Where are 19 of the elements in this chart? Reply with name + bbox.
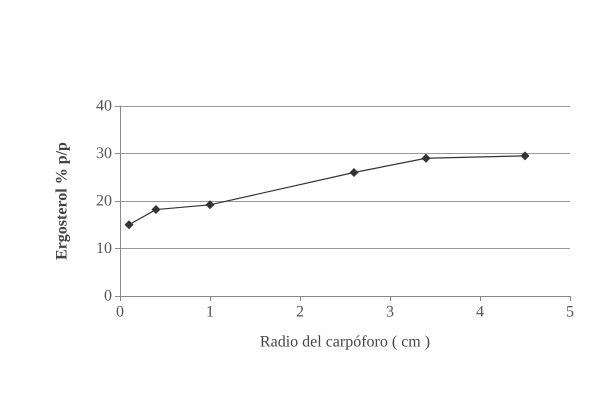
x-tick-label: 1 — [206, 304, 214, 320]
y-tick-label: 10 — [96, 240, 112, 257]
y-tick-label: 0 — [104, 288, 112, 304]
point — [350, 168, 358, 177]
point — [422, 154, 430, 163]
point — [152, 205, 160, 214]
x-tick-label: 5 — [566, 304, 574, 320]
x-tick-label: 0 — [116, 304, 124, 320]
x-axis-title: Radio del carpóforo ( cm ) — [260, 334, 430, 350]
x-tick-label: 2 — [296, 304, 304, 320]
point — [520, 151, 530, 160]
y-tick-label: 20 — [96, 192, 112, 210]
point — [124, 220, 134, 230]
x-tick-label: 3 — [386, 304, 394, 320]
y-axis-title: Ergosterol % p/p — [54, 142, 70, 260]
y-tick-label: 40 — [96, 98, 112, 114]
x-tick-label: 4 — [476, 304, 484, 320]
point — [206, 200, 214, 210]
y-tick-label: 30 — [96, 145, 112, 162]
